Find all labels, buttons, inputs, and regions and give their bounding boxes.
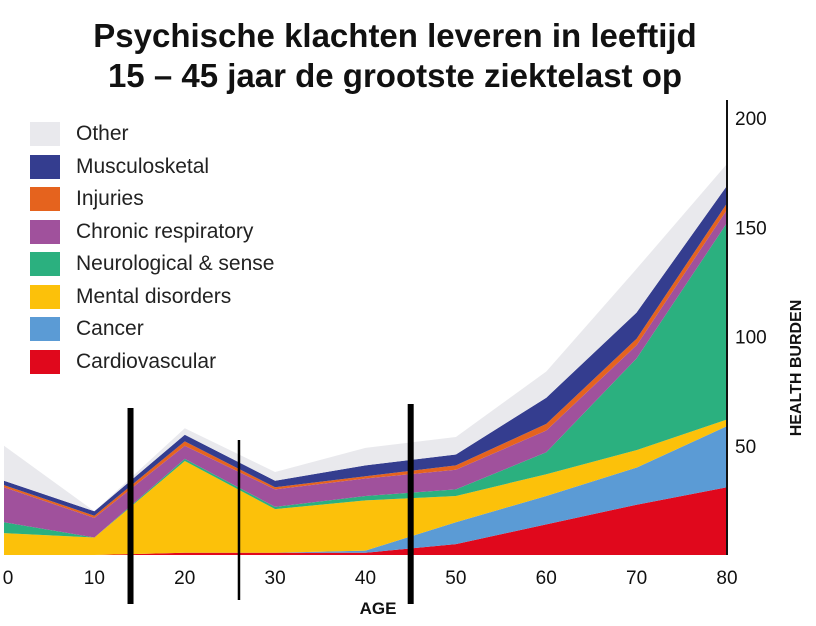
- legend-label: Cancer: [76, 317, 144, 341]
- title-line-2: 15 – 45 jaar de grootste ziektelast op: [107, 57, 683, 94]
- legend-swatch: [30, 284, 60, 309]
- area-chronic-respiratory: [4, 209, 727, 538]
- legend-swatch: [30, 252, 60, 277]
- legend-item-chronic-respiratory: Chronic respiratory: [30, 216, 274, 249]
- y-tick-150: 150: [735, 218, 767, 239]
- legend-swatch: [30, 219, 60, 244]
- x-tick-50: 50: [445, 568, 466, 589]
- legend-swatch: [30, 122, 60, 147]
- area-mental-disorders: [4, 419, 727, 555]
- x-ticks-group: 0 10 20 30 40 50 60 70 80: [3, 568, 738, 589]
- x-axis-label: AGE: [360, 599, 397, 618]
- legend-item-musculosketal: Musculosketal: [30, 151, 274, 184]
- legend-item-other: Other: [30, 118, 274, 151]
- y-axis-label: HEALTH BURDEN: [788, 300, 805, 437]
- legend-label: Neurological & sense: [76, 252, 275, 276]
- x-tick-10: 10: [84, 568, 105, 589]
- y-ticks-group: 50 100 150 200: [735, 109, 767, 458]
- legend-label: Musculosketal: [76, 154, 210, 178]
- legend-swatch: [30, 317, 60, 342]
- x-tick-40: 40: [355, 568, 376, 589]
- legend-swatch: [30, 349, 60, 374]
- x-tick-0: 0: [3, 568, 14, 589]
- legend-item-neurological-and-sense: Neurological & sense: [30, 248, 274, 281]
- y-tick-200: 200: [735, 109, 767, 130]
- legend-label: Mental disorders: [76, 284, 232, 308]
- legend-label: Injuries: [76, 187, 144, 211]
- legend-swatch: [30, 154, 60, 179]
- area-neurological-and-sense: [4, 222, 727, 538]
- chart-legend: Other Musculosketal Injuries Chronic respir…: [30, 118, 274, 378]
- x-tick-80: 80: [716, 568, 737, 589]
- title-line-1: Psychische klachten leveren in leeftijd: [93, 17, 697, 54]
- legend-label: Cardiovascular: [76, 349, 217, 373]
- legend-label: Chronic respiratory: [76, 219, 254, 243]
- legend-item-cardiovascular: Cardiovascular: [30, 346, 274, 379]
- x-tick-70: 70: [626, 568, 647, 589]
- legend-item-mental-disorders: Mental disorders: [30, 281, 274, 314]
- x-tick-30: 30: [265, 568, 286, 589]
- area-cancer: [4, 426, 727, 555]
- legend-item-cancer: Cancer: [30, 313, 274, 346]
- x-tick-60: 60: [536, 568, 557, 589]
- legend-label: Other: [76, 122, 129, 146]
- area-cardiovascular: [4, 487, 727, 555]
- legend-item-injuries: Injuries: [30, 183, 274, 216]
- legend-swatch: [30, 187, 60, 212]
- vertical-markers-group: [127, 404, 414, 604]
- area-series-group: [4, 163, 727, 555]
- chart-title: Psychische klachten leveren in leeftijd …: [0, 16, 790, 96]
- area-other: [4, 163, 727, 512]
- x-tick-20: 20: [174, 568, 195, 589]
- y-tick-100: 100: [735, 328, 767, 349]
- y-tick-50: 50: [735, 437, 756, 458]
